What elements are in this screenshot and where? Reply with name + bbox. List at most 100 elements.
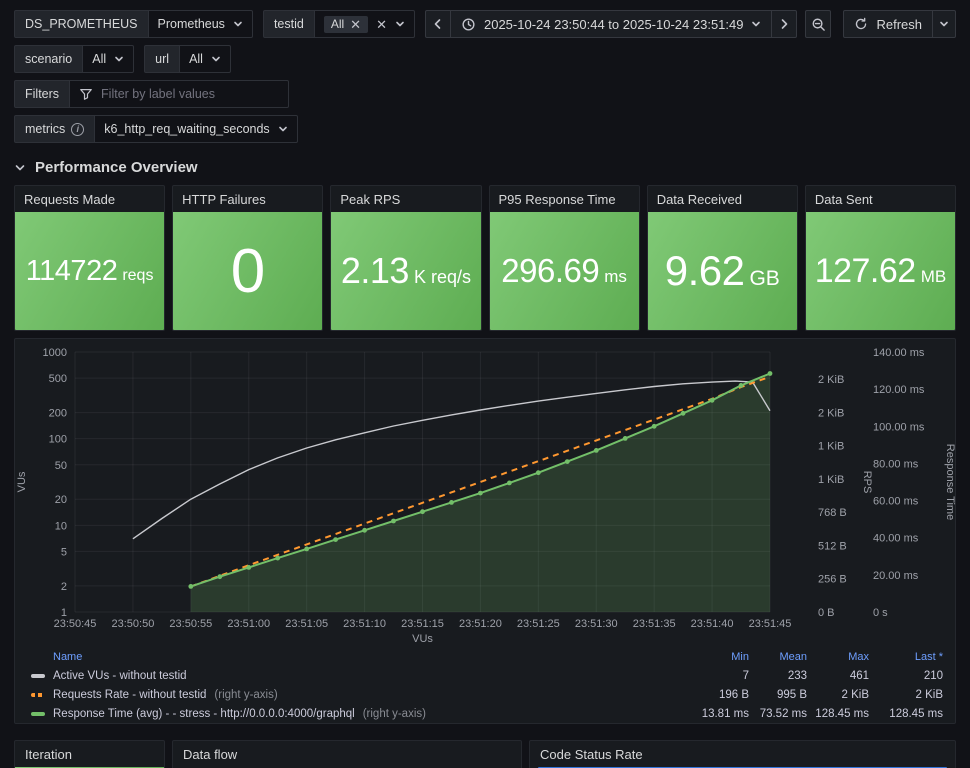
panel-title[interactable]: HTTP Failures xyxy=(182,191,266,207)
legend-header: Name Min Mean Max Last * xyxy=(23,647,943,666)
series-name: Requests Rate - without testid xyxy=(53,688,207,701)
series-name-cell[interactable]: Response Time (avg) - - stress - http://… xyxy=(23,708,691,720)
time-range-picker[interactable]: 2025-10-24 23:50:44 to 2025-10-24 23:51:… xyxy=(449,10,773,38)
series-color-icon xyxy=(31,692,45,697)
legend-header-name[interactable]: Name xyxy=(53,650,83,663)
svg-text:120.00 ms: 120.00 ms xyxy=(873,384,925,396)
panel-title[interactable]: P95 Response Time xyxy=(498,191,616,207)
svg-text:2: 2 xyxy=(61,581,67,593)
legend-header-max[interactable]: Max xyxy=(848,650,869,663)
series-line-0[interactable] xyxy=(132,380,771,540)
url-select[interactable]: All xyxy=(180,45,231,73)
refresh-button-group: Refresh xyxy=(843,10,957,38)
time-shift-forward-button[interactable] xyxy=(771,10,798,38)
legend-min-value: 7 xyxy=(742,669,749,682)
chip-close-icon[interactable]: ✕ xyxy=(350,16,362,32)
stat-unit: MB xyxy=(920,266,947,286)
svg-text:2 KiB: 2 KiB xyxy=(818,407,844,419)
stat-value-area: 127.62 MB xyxy=(805,212,956,330)
scenario-select[interactable]: All xyxy=(83,45,135,73)
stat-panel-peak-rps: Peak RPS 2.13 K req/s xyxy=(330,185,482,331)
legend-row[interactable]: Response Time (avg) - - stress - http://… xyxy=(23,704,943,723)
clock-icon xyxy=(462,17,475,31)
metrics-select[interactable]: k6_http_req_waiting_seconds xyxy=(95,115,298,143)
series-marker xyxy=(304,546,310,552)
testid-chip[interactable]: All ✕ xyxy=(323,15,369,33)
chevron-right-icon xyxy=(782,19,788,29)
svg-text:0 B: 0 B xyxy=(818,607,835,619)
section-performance-overview[interactable]: Performance Overview xyxy=(0,150,970,185)
stat-value-area: 114722 reqs xyxy=(15,212,165,330)
svg-text:60.00 ms: 60.00 ms xyxy=(873,496,919,508)
timeseries-panel: 1 2 5 10 20 50 100 200 500 1000 23:50:45 23:50:50 23… xyxy=(14,338,956,724)
series-line-1[interactable] xyxy=(190,375,771,588)
legend-row[interactable]: Requests Rate - without testid (right y-a… xyxy=(23,685,943,704)
panel-title[interactable]: Data flow xyxy=(183,746,238,762)
svg-text:10: 10 xyxy=(55,520,67,532)
series-marker xyxy=(362,527,367,533)
time-shift-back-button[interactable] xyxy=(424,10,451,38)
refresh-label: Refresh xyxy=(876,16,923,32)
series-area-2 xyxy=(190,373,771,612)
series-marker xyxy=(535,470,541,476)
legend-header-mean[interactable]: Mean xyxy=(779,650,807,663)
svg-text:768 B: 768 B xyxy=(818,507,847,519)
svg-text:23:50:55: 23:50:55 xyxy=(169,618,212,630)
filter-values-input[interactable] xyxy=(101,87,280,101)
variable-label: Filters xyxy=(14,80,71,108)
metrics-label-text: metrics xyxy=(25,122,66,136)
panel-title[interactable]: Iteration xyxy=(25,746,72,762)
svg-text:23:51:45: 23:51:45 xyxy=(749,618,792,630)
panel-title[interactable]: Peak RPS xyxy=(340,191,401,207)
panel-title[interactable]: Code Status Rate xyxy=(540,746,643,762)
panel-iteration: Iteration xyxy=(14,740,165,768)
svg-text:23:51:05: 23:51:05 xyxy=(285,618,328,630)
stat-unit: GB xyxy=(749,267,780,290)
svg-text:1 KiB: 1 KiB xyxy=(818,441,844,453)
legend-last-value: 210 xyxy=(923,669,943,682)
refresh-interval-button[interactable] xyxy=(932,10,957,38)
zoom-out-time-button[interactable] xyxy=(805,10,832,38)
clear-all-icon[interactable]: ✕ xyxy=(376,16,387,32)
stat-panel-data-sent: Data Sent 127.62 MB xyxy=(804,185,957,331)
stat-unit: ms xyxy=(604,267,627,286)
legend-max-value: 128.45 ms xyxy=(815,707,869,720)
legend-row[interactable]: Active VUs - without testid 7 233 461 210 xyxy=(23,666,943,685)
legend-header-last[interactable]: Last * xyxy=(914,650,943,663)
testid-chip-label: All xyxy=(330,17,345,31)
svg-text:23:51:40: 23:51:40 xyxy=(691,618,734,630)
chevron-down-icon xyxy=(212,56,220,62)
variable-testid: testid All ✕ ✕ xyxy=(262,10,415,38)
variable-filters: Filters xyxy=(14,80,290,108)
refresh-icon xyxy=(856,17,867,30)
panel-title[interactable]: Data Sent xyxy=(814,191,873,207)
timeseries-chart[interactable]: 1 2 5 10 20 50 100 200 500 1000 23:50:45 23:50:50 23… xyxy=(15,339,955,645)
metrics-value: k6_http_req_waiting_seconds xyxy=(104,122,270,136)
legend-header-min[interactable]: Min xyxy=(731,650,749,663)
stat-unit: reqs xyxy=(122,266,154,284)
legend-mean-value: 233 xyxy=(787,669,807,682)
panel-title[interactable]: Requests Made xyxy=(24,191,116,207)
testid-select[interactable]: All ✕ ✕ xyxy=(314,10,415,38)
legend-min-value: 13.81 ms xyxy=(701,707,749,720)
bottom-panels-row: Iteration Data flow Code Status Rate xyxy=(14,740,956,768)
series-name-cell[interactable]: Requests Rate - without testid (right y-a… xyxy=(23,689,691,701)
stat-panel-http-failures: HTTP Failures 0 xyxy=(172,185,324,331)
series-name-suffix: (right y-axis) xyxy=(214,688,278,701)
ds-prometheus-select[interactable]: Prometheus xyxy=(148,10,253,38)
refresh-button[interactable]: Refresh xyxy=(843,10,934,38)
svg-text:RPS: RPS xyxy=(861,471,873,494)
variable-label: testid xyxy=(262,10,315,38)
series-marker xyxy=(217,574,223,580)
series-name-cell[interactable]: Active VUs - without testid xyxy=(23,670,691,682)
series-marker xyxy=(275,555,281,561)
panel-title[interactable]: Data Received xyxy=(656,191,742,207)
svg-text:23:51:15: 23:51:15 xyxy=(401,618,444,630)
series-name-suffix: (right y-axis) xyxy=(362,707,426,720)
series-marker xyxy=(246,565,252,570)
filters-box[interactable] xyxy=(70,80,290,108)
chevron-down-icon xyxy=(115,56,123,62)
stat-value-area: 296.69 ms xyxy=(489,212,639,330)
series-marker xyxy=(478,490,483,496)
info-icon[interactable]: i xyxy=(71,122,85,136)
